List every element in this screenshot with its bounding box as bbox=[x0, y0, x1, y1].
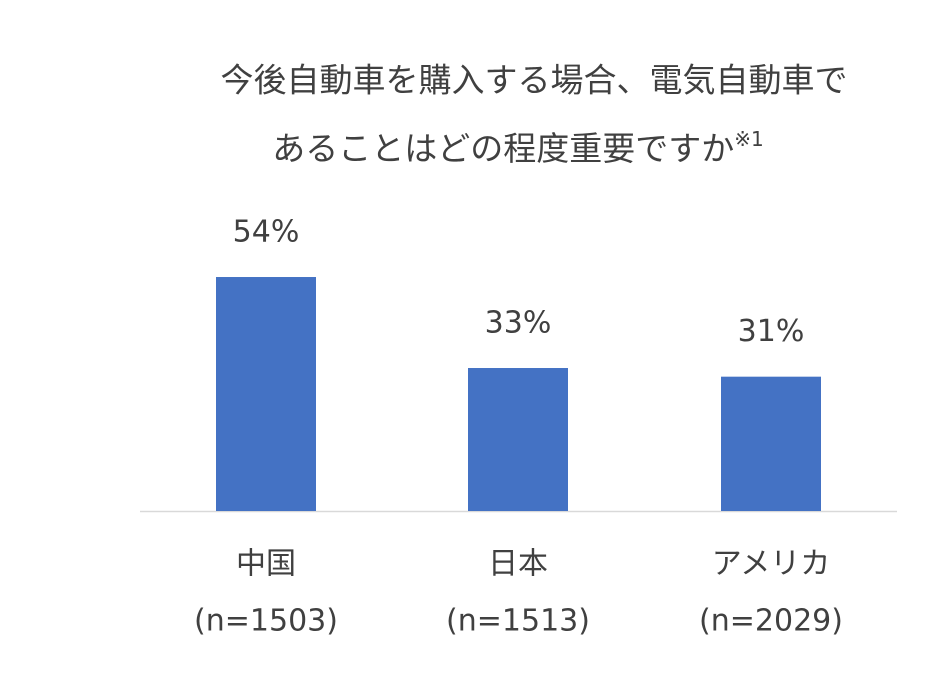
value-label: 54% bbox=[233, 215, 300, 250]
sample-size: (n=1503) bbox=[194, 604, 338, 639]
chart-title: 今後自動車を購入する場合、電気自動車で bbox=[221, 61, 848, 100]
value-label: 31% bbox=[738, 314, 805, 349]
x-tick-label: アメリカ bbox=[712, 547, 831, 582]
bar bbox=[468, 368, 568, 511]
sample-size: (n=1513) bbox=[446, 604, 590, 639]
title-note: ※1 bbox=[734, 127, 763, 151]
chart-title: あることはどの程度重要ですか※1 bbox=[272, 127, 763, 168]
x-tick-label: 中国 bbox=[236, 547, 296, 582]
x-tick-label: 日本 bbox=[488, 547, 548, 582]
chart-title-line: あることはどの程度重要ですか bbox=[272, 129, 734, 168]
bar bbox=[721, 376, 821, 511]
sample-size: (n=2029) bbox=[699, 604, 843, 639]
value-label: 33% bbox=[485, 306, 552, 341]
bar bbox=[216, 277, 316, 511]
